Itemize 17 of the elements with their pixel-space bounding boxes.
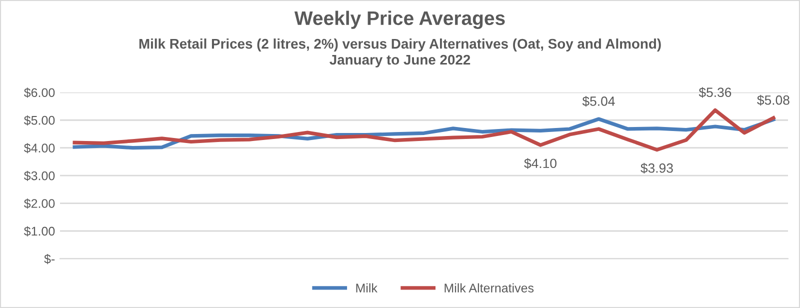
chart-title: Weekly Price Averages [294, 10, 505, 29]
y-tick-label: $5.00 [24, 115, 55, 126]
y-tick-label: $3.00 [24, 170, 55, 181]
data-label: $4.10 [524, 158, 556, 169]
y-tick-label: $2.00 [24, 198, 55, 209]
legend-label: Milk [356, 283, 378, 292]
legend-label: Milk Alternatives [444, 283, 534, 292]
data-label: $5.08 [757, 94, 790, 106]
data-label: $3.93 [640, 162, 673, 174]
chart-subtitle: Milk Retail Prices (2 litres, 2%) versus Dairy Alternatives (Oat, Soy and Almond) January to June 2022 [139, 38, 661, 68]
data-label: $5.04 [582, 96, 615, 107]
y-tick-label: $- [44, 254, 55, 264]
data-label: $5.36 [698, 87, 732, 98]
y-tick-label: $1.00 [24, 226, 55, 236]
y-tick-label: $4.00 [24, 143, 55, 154]
line-series [72, 108, 776, 152]
y-tick-label: $6.00 [24, 88, 55, 98]
